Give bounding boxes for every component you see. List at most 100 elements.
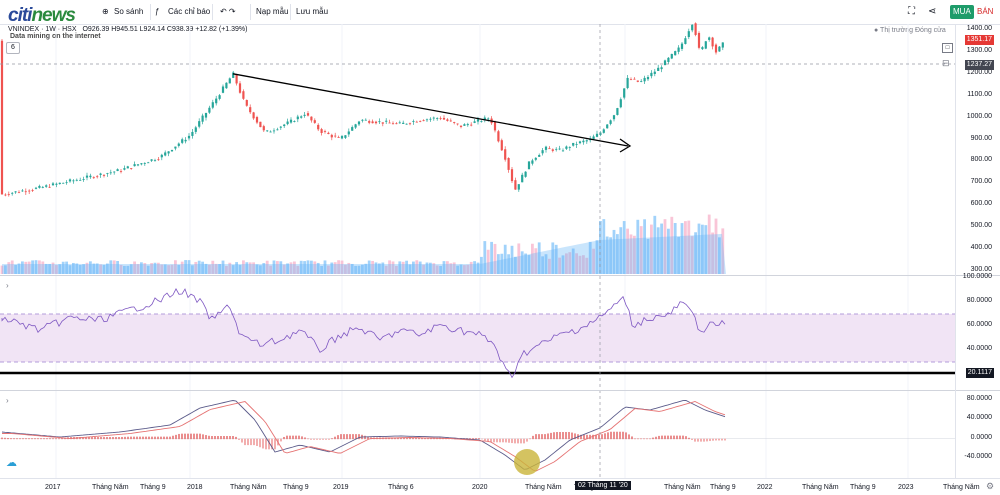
symbol-name: VNINDEX bbox=[8, 26, 40, 33]
save-template-button[interactable]: Lưu mẫu bbox=[296, 7, 329, 16]
pane-separator[interactable] bbox=[0, 275, 1000, 276]
macd-histogram-bar bbox=[1, 437, 3, 440]
time-tick-label: Tháng 9 bbox=[140, 484, 166, 491]
macd-histogram-bar bbox=[118, 437, 120, 440]
candle-body bbox=[150, 159, 153, 161]
candle-body bbox=[721, 42, 724, 48]
time-tick-label: Tháng Năm bbox=[230, 484, 267, 491]
volume-bar bbox=[575, 253, 578, 274]
candle-body bbox=[313, 120, 316, 123]
macd-histogram-bar bbox=[355, 434, 357, 440]
collapse-icon[interactable]: ⊟ bbox=[942, 58, 950, 68]
buy-button[interactable]: MUA bbox=[950, 5, 974, 19]
symbol-legend[interactable]: VNINDEX · 1W · HSX O926.39 H945.51 L924.… bbox=[8, 26, 248, 33]
volume-bar bbox=[180, 261, 184, 274]
macd-histogram-bar bbox=[331, 438, 333, 440]
volume-bar bbox=[568, 252, 572, 274]
candle-body bbox=[378, 121, 381, 123]
macd-histogram-bar bbox=[289, 435, 291, 440]
indicator-toggle[interactable]: 6 bbox=[6, 42, 20, 54]
candle-body bbox=[361, 119, 364, 121]
load-template-button[interactable]: Nạp mẫu bbox=[256, 7, 289, 16]
pane-separator[interactable] bbox=[0, 390, 1000, 391]
candle-body bbox=[687, 31, 690, 38]
volume-bar bbox=[51, 262, 55, 274]
sell-button[interactable]: BÁN bbox=[977, 7, 994, 16]
volume-bar bbox=[17, 263, 21, 274]
macd-histogram-bar bbox=[487, 438, 489, 442]
volume-bar bbox=[214, 263, 218, 274]
rsi-pane-chevron-icon[interactable]: › bbox=[6, 281, 9, 290]
volume-bar bbox=[653, 215, 657, 274]
macd-histogram-bar bbox=[94, 437, 96, 440]
volume-bar bbox=[211, 260, 215, 274]
price-tick-label: 800.00 bbox=[970, 156, 992, 164]
candle-body bbox=[439, 118, 442, 120]
macd-histogram-bar bbox=[685, 436, 687, 440]
volume-bar bbox=[252, 262, 255, 274]
candle-body bbox=[684, 38, 687, 44]
macd-histogram-bar bbox=[721, 438, 723, 441]
fullscreen-icon[interactable]: ⛶ bbox=[908, 6, 915, 17]
volume-bar bbox=[119, 264, 123, 274]
macd-histogram-bar bbox=[313, 438, 315, 440]
volume-bar bbox=[136, 264, 140, 274]
settings-gear-icon[interactable]: ⚙ bbox=[986, 481, 995, 491]
macd-histogram-bar bbox=[664, 435, 666, 440]
volume-bar bbox=[38, 260, 41, 274]
volume-bar bbox=[228, 262, 232, 274]
add-symbol-icon[interactable]: ⊕ bbox=[102, 7, 109, 16]
candle-body bbox=[242, 91, 245, 99]
volume-bar bbox=[31, 260, 34, 274]
macd-histogram-bar bbox=[31, 438, 33, 440]
volume-bar bbox=[622, 221, 626, 274]
price-tick-label: 700.00 bbox=[970, 178, 992, 186]
time-tick-label: 2018 bbox=[187, 484, 203, 491]
candle-body bbox=[225, 82, 228, 89]
share-icon[interactable]: ⋖ bbox=[928, 6, 937, 17]
macd-pane-chevron-icon[interactable]: › bbox=[6, 396, 9, 405]
volume-bar bbox=[371, 260, 374, 274]
volume-bar bbox=[660, 223, 663, 274]
macd-histogram-bar bbox=[232, 436, 234, 440]
price-tick-label: 1100.00 bbox=[967, 90, 992, 98]
macd-histogram-bar bbox=[622, 431, 624, 440]
macd-histogram-bar bbox=[85, 437, 87, 440]
volume-bar bbox=[320, 265, 323, 274]
volume-bar bbox=[75, 263, 79, 274]
macd-histogram-bar bbox=[334, 436, 336, 440]
compare-button[interactable]: So sánh bbox=[114, 7, 144, 16]
highlight-circle bbox=[514, 449, 540, 475]
macd-histogram-bar bbox=[280, 438, 282, 442]
candle-body bbox=[429, 118, 432, 120]
maximize-icon[interactable]: □ bbox=[942, 43, 953, 53]
volume-bar bbox=[388, 260, 391, 274]
volume-bar bbox=[704, 225, 708, 274]
price-tick-label: 400.00 bbox=[970, 244, 992, 252]
price-axis-border bbox=[955, 24, 956, 478]
macd-histogram-bar bbox=[697, 438, 699, 442]
macd-histogram-bar bbox=[688, 437, 690, 440]
macd-histogram-bar bbox=[157, 436, 159, 440]
undo-redo-button[interactable]: ↶ ↷ bbox=[220, 7, 236, 16]
indicators-icon[interactable]: ƒ bbox=[155, 7, 160, 16]
macd-histogram-bar bbox=[196, 433, 198, 440]
indicators-button[interactable]: Các chỉ báo bbox=[168, 7, 211, 16]
macd-histogram-bar bbox=[643, 438, 645, 440]
volume-bar bbox=[85, 262, 89, 274]
cloud-icon[interactable]: ☁ bbox=[6, 457, 17, 469]
volume-bar bbox=[565, 253, 568, 274]
volume-bar bbox=[333, 262, 337, 274]
macd-histogram-bar bbox=[676, 435, 678, 440]
volume-bar bbox=[571, 248, 575, 274]
candle-body bbox=[198, 121, 201, 127]
candle-body bbox=[609, 120, 612, 124]
candle-body bbox=[330, 134, 333, 138]
macd-histogram-bar bbox=[553, 432, 555, 440]
macd-histogram-bar bbox=[46, 438, 48, 440]
candle-body bbox=[48, 186, 51, 188]
price-tick-label: 1000.00 bbox=[966, 112, 992, 120]
macd-histogram-bar bbox=[715, 438, 717, 441]
volume-bar bbox=[201, 261, 204, 274]
